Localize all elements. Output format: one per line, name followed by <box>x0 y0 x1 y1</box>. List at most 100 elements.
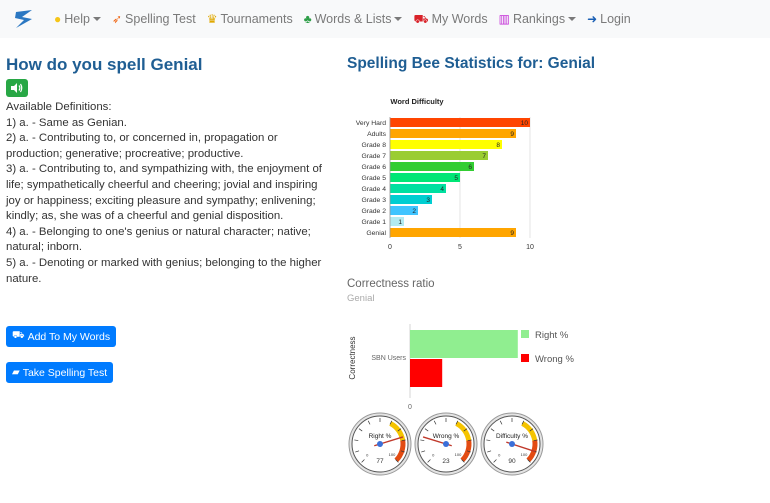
bar <box>390 195 432 204</box>
bar <box>390 140 502 149</box>
y-tick-label: Genial <box>366 230 386 237</box>
gauge: 0 100 Difficulty % 90 <box>480 412 544 476</box>
gauge-tick <box>424 428 429 432</box>
definition-item: 2) a. - Contributing to, or concerned in… <box>6 132 278 160</box>
take-spelling-test-button[interactable]: ▰ Take Spelling Test <box>6 362 114 383</box>
correctness-subtitle: Genial <box>347 293 375 304</box>
gauge-min-label: 0 <box>432 453 435 458</box>
x-tick-label: 0 <box>408 404 412 411</box>
y-tick-label: Grade 2 <box>361 208 386 215</box>
chevron-down-icon <box>568 17 577 21</box>
brand-logo-icon[interactable] <box>12 7 36 31</box>
data-label: 4 <box>440 186 444 193</box>
gauge-tick <box>463 428 468 432</box>
data-label: 9 <box>510 230 514 237</box>
y-tick-label: Grade 6 <box>361 164 386 171</box>
bar <box>390 228 516 237</box>
nav-login-label: Login <box>600 12 631 26</box>
gauge-tick <box>367 420 371 425</box>
gauge-max-label: 100 <box>521 452 528 457</box>
gauge-tick <box>529 428 534 432</box>
y-tick-label: Grade 8 <box>361 142 386 149</box>
bar-chart-icon: ▥ <box>498 12 510 26</box>
basket-icon: ⛟ <box>12 330 25 341</box>
nav-my-words[interactable]: ⛟ My Words <box>413 12 487 26</box>
gauge-tick <box>420 439 425 441</box>
page-title: How do you spell Genial <box>6 55 203 74</box>
data-label: 8 <box>496 142 500 149</box>
nav-tournaments[interactable]: ♛ Tournaments <box>207 12 293 26</box>
nav-help[interactable]: ● Help <box>54 12 101 26</box>
gauge-hub <box>377 441 383 447</box>
gauge-hub <box>443 441 449 447</box>
y-tick-label: Grade 5 <box>361 175 386 182</box>
y-tick-label: SBN Users <box>371 355 406 362</box>
nav-words-lists-label: Words & Lists <box>314 12 392 26</box>
gauge-tick <box>487 450 492 453</box>
bar <box>390 129 516 138</box>
comment-icon: ▰ <box>12 367 20 378</box>
stats-title: Spelling Bee Statistics for: Genial <box>347 55 596 72</box>
data-label: 5 <box>454 175 458 182</box>
bar <box>390 162 474 171</box>
sign-in-icon: ➜ <box>587 12 598 26</box>
bar <box>390 217 404 226</box>
nav-help-label: Help <box>64 12 90 26</box>
rocket-icon: ➶ <box>111 12 123 26</box>
legend-label: Right % <box>535 330 569 341</box>
gauge-tick <box>490 428 495 432</box>
add-to-my-words-button[interactable]: ⛟ Add To My Words <box>6 326 117 347</box>
gauge-value: 77 <box>376 458 384 465</box>
bar <box>390 206 418 215</box>
gauge-tick <box>433 420 437 425</box>
data-label: 2 <box>412 208 416 215</box>
legend-swatch <box>521 354 529 362</box>
gauge-tick <box>533 439 538 441</box>
nav-spelling-test[interactable]: ➶ Spelling Test <box>112 12 196 26</box>
correctness-title: Correctness ratio <box>347 278 435 290</box>
y-tick-label: Very Hard <box>356 120 386 127</box>
nav-my-words-label: My Words <box>431 12 488 26</box>
gauge-tick <box>358 428 363 432</box>
definition-item: 5) a. - Denoting or marked with genius; … <box>6 256 322 285</box>
legend-swatch <box>521 330 529 338</box>
gauge-min-label: 0 <box>498 453 501 458</box>
chevron-down-icon <box>394 17 403 21</box>
bar <box>390 118 530 127</box>
data-label: 3 <box>426 197 430 204</box>
gauge-tick <box>466 450 471 453</box>
correctness-chart: Correctness SBN Users Right % Wrong % 0 <box>348 324 574 411</box>
gauge-min-label: 0 <box>366 453 369 458</box>
gauge-tick <box>427 459 431 463</box>
nav-rankings[interactable]: ▥ Rankings <box>498 12 577 26</box>
nav-spelling-test-label: Spelling Test <box>125 12 196 26</box>
volume-icon <box>11 83 23 93</box>
y-tick-label: Grade 3 <box>361 197 386 204</box>
gauge-value: 90 <box>508 458 516 465</box>
gauge-max-label: 100 <box>389 452 396 457</box>
definition-item: 3) a. - Contributing to, and sympathizin… <box>6 163 322 223</box>
definitions-heading: Available Definitions: <box>6 101 112 113</box>
nav-login[interactable]: ➜ Login <box>587 12 631 26</box>
y-tick-label: Grade 7 <box>361 153 386 160</box>
gauge-tick <box>486 439 491 441</box>
gauge-max-label: 100 <box>455 452 462 457</box>
gauge-tick <box>361 459 365 463</box>
definition-item: 4) a. - Belonging to one's genius or nat… <box>6 225 311 254</box>
gauge-tick <box>499 420 503 425</box>
x-tick-label: 10 <box>526 244 534 251</box>
nav-tournaments-label: Tournaments <box>220 12 293 26</box>
nav-words-lists[interactable]: ♣ Words & Lists <box>304 12 403 26</box>
data-label: 6 <box>468 164 472 171</box>
definitions: Available Definitions: 1) a. - Same as G… <box>6 100 326 287</box>
bar <box>410 330 518 358</box>
gauge-value: 23 <box>442 458 450 465</box>
gauge-hub <box>509 441 515 447</box>
data-label: 7 <box>482 153 486 160</box>
gauge: 0 100 Right % 77 <box>348 412 412 476</box>
y-tick-label: Grade 1 <box>361 219 386 226</box>
play-audio-button[interactable] <box>6 79 28 97</box>
gauge-tick <box>397 428 402 432</box>
gauge-tick <box>355 450 360 453</box>
bar <box>390 184 446 193</box>
